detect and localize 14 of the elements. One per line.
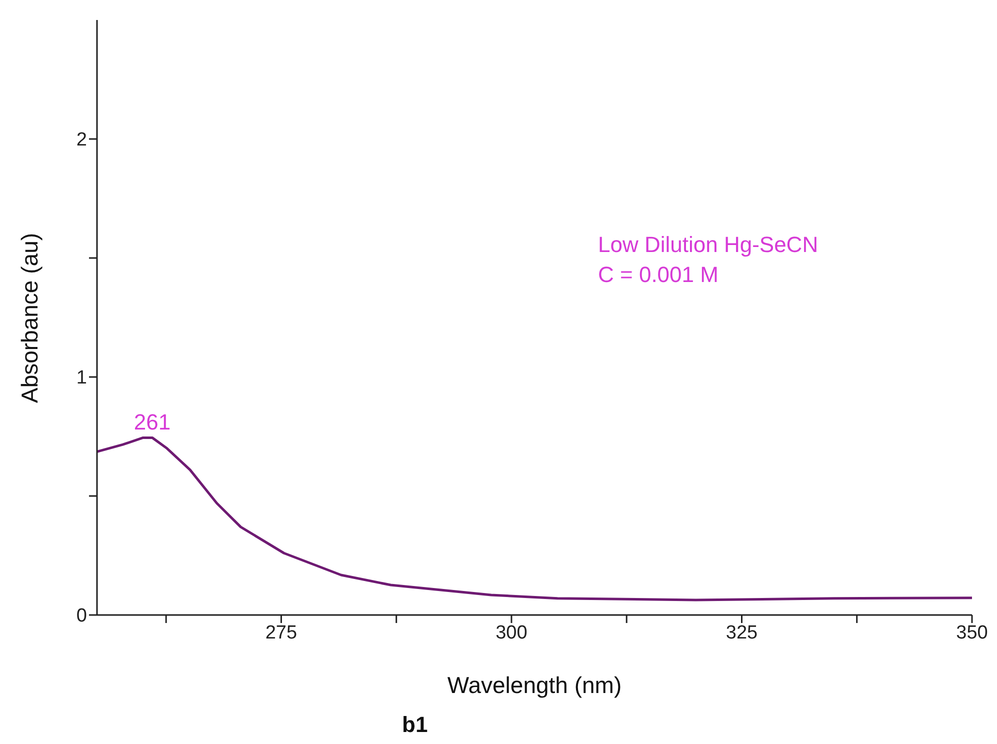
y-tick-label: 0 <box>76 606 87 627</box>
y-tick-label: 2 <box>76 130 87 151</box>
annotation: 261 <box>134 410 171 435</box>
line-series <box>97 436 972 602</box>
x-tick-label: 275 <box>265 622 298 644</box>
annotation: C = 0.001 M <box>598 262 718 288</box>
text: b1 <box>402 712 428 738</box>
y-axis-title: Absorbance (au) <box>16 232 44 404</box>
x-axis-title: Wavelength (nm) <box>446 672 623 699</box>
y-tick-label: 1 <box>76 368 87 389</box>
annotation: Low Dilution Hg-SeCN <box>598 232 818 258</box>
x-tick-label: 300 <box>496 622 528 644</box>
x-tick-label: 350 <box>956 622 988 644</box>
x-tick-label: 325 <box>726 622 758 644</box>
